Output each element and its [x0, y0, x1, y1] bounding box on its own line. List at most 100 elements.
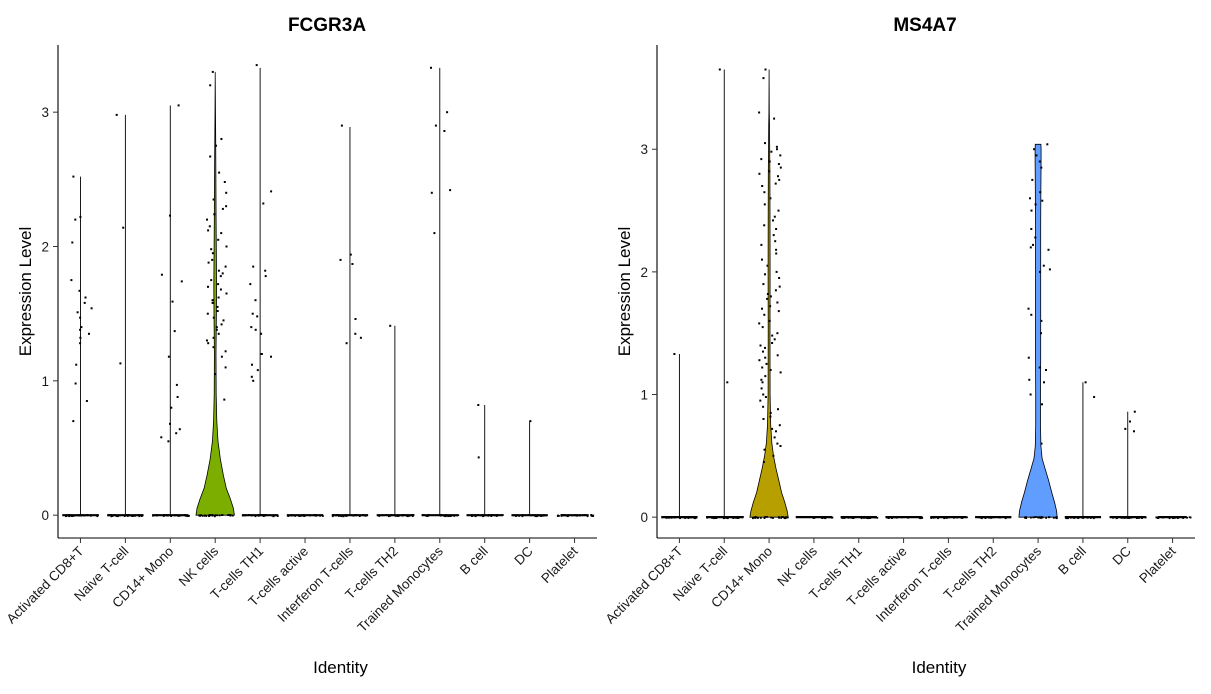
data-point [1128, 517, 1131, 519]
data-point [83, 301, 86, 304]
data-point [495, 515, 498, 517]
data-point [449, 515, 451, 517]
data-point [72, 515, 75, 517]
data-point [909, 516, 912, 518]
violin-9 [1064, 381, 1102, 520]
data-point [74, 382, 77, 385]
data-point [224, 366, 227, 369]
data-point [695, 516, 698, 518]
data-point [530, 514, 532, 517]
data-point [865, 517, 868, 519]
data-point [872, 516, 875, 519]
data-point [173, 330, 176, 333]
data-point [920, 517, 923, 519]
data-point [209, 155, 212, 158]
data-point [1041, 199, 1044, 202]
data-point [898, 516, 901, 518]
data-point [433, 232, 436, 235]
data-point [225, 245, 228, 248]
data-point [412, 514, 415, 516]
data-point [314, 514, 317, 516]
data-point [408, 514, 411, 517]
data-point [706, 516, 709, 519]
data-point [1031, 178, 1034, 181]
data-point [74, 218, 77, 221]
data-point [97, 514, 99, 516]
data-point [1089, 517, 1092, 519]
data-point [80, 514, 83, 517]
y-tick-label: 1 [640, 388, 648, 403]
data-point [319, 514, 322, 517]
data-point [718, 68, 721, 71]
data-point [378, 515, 381, 517]
data-point [474, 514, 477, 516]
data-point [1141, 516, 1143, 519]
data-point [812, 516, 815, 519]
data-point [768, 170, 771, 173]
data-point [945, 517, 948, 519]
data-point [222, 319, 225, 322]
data-point [521, 515, 524, 518]
data-point [249, 283, 252, 286]
chart-panel-1: FCGR3A 0 1 2 3 Expression Level Identity Activa… [4, 15, 597, 677]
data-point [683, 516, 686, 518]
data-point [765, 362, 768, 365]
data-point [776, 301, 779, 304]
data-point [869, 517, 872, 519]
data-point [997, 516, 1000, 519]
data-point [211, 299, 214, 302]
data-point [358, 515, 361, 517]
data-point [1173, 517, 1176, 519]
data-point [482, 515, 484, 518]
data-point [673, 516, 676, 519]
data-point [1129, 420, 1131, 423]
data-point [687, 517, 690, 519]
data-point [769, 295, 772, 298]
data-point [256, 315, 259, 318]
data-point [762, 418, 765, 420]
data-point [115, 113, 118, 116]
data-point [732, 517, 735, 519]
data-point [907, 516, 910, 519]
data-point [539, 515, 542, 517]
data-point [773, 215, 776, 218]
data-point [582, 514, 585, 517]
data-point [86, 514, 89, 517]
violin-10 [511, 420, 548, 518]
data-point [770, 516, 773, 519]
data-point [224, 265, 227, 268]
data-point [943, 516, 946, 519]
data-point [759, 344, 762, 347]
data-point [260, 353, 263, 355]
data-point [252, 379, 255, 382]
data-point [446, 111, 449, 114]
data-point [1133, 410, 1136, 413]
data-point [866, 516, 869, 518]
x-tick-label: NK cells [774, 543, 820, 589]
data-point [443, 515, 446, 517]
data-point [891, 517, 893, 519]
data-point [763, 517, 766, 519]
data-point [762, 283, 765, 286]
data-point [211, 301, 214, 304]
data-point [560, 515, 563, 517]
data-point [256, 369, 259, 372]
data-point [886, 516, 889, 519]
data-point [764, 516, 766, 518]
data-point [211, 258, 214, 261]
data-point [210, 248, 213, 251]
data-point [443, 130, 446, 132]
data-point [512, 514, 515, 517]
violin-3 [795, 516, 834, 520]
data-point [534, 514, 536, 517]
y-tick-label: 0 [640, 510, 648, 525]
data-point [1048, 516, 1050, 519]
data-point [948, 516, 950, 519]
data-point [685, 516, 687, 519]
data-point [212, 198, 215, 201]
data-point [336, 514, 339, 516]
data-point [1032, 516, 1035, 519]
data-point [769, 411, 772, 414]
data-point [119, 514, 121, 517]
data-point [206, 312, 209, 315]
